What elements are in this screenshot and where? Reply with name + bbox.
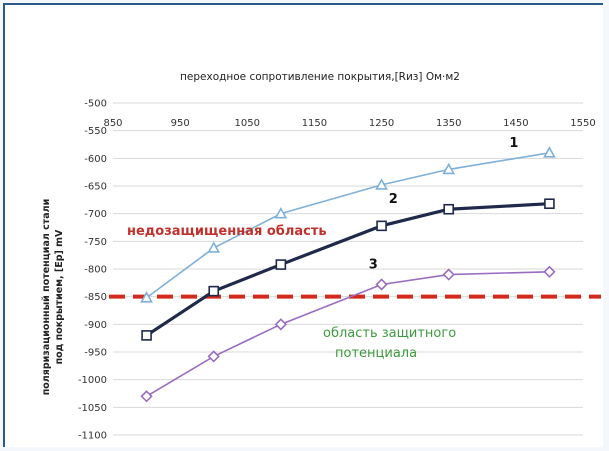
y-tick-label: -700: [84, 209, 107, 220]
chart-title: переходное сопротивление покрытия,[Rиз] …: [180, 71, 460, 83]
data-point: [375, 178, 388, 190]
series-label-1: 1: [509, 136, 518, 151]
x-tick-label: 950: [171, 118, 190, 129]
y-tick-label: -550: [84, 126, 107, 137]
series-line-1: [146, 152, 550, 299]
data-point: [140, 390, 153, 403]
y-axis-label-line1: поляризационный потенциал стали: [41, 199, 52, 396]
data-point: [207, 350, 220, 363]
data-point: [274, 207, 288, 219]
data-point: [442, 268, 455, 281]
data-point: [442, 162, 456, 175]
tick-labels: -500 -550 -600 -650 -700 -750 -800 -850 -900 -950…: [78, 99, 596, 442]
y-tick-label: -850: [84, 292, 107, 303]
data-point: [543, 265, 556, 278]
series-label-2: 2: [389, 192, 398, 207]
series-3: [140, 265, 556, 403]
annotation-protected-line1: область защитного: [323, 326, 456, 341]
data-point: [443, 203, 455, 215]
y-tick-label: -750: [84, 237, 107, 248]
x-tick-label: 1550: [570, 118, 595, 129]
x-tick-label: 850: [103, 118, 122, 129]
data-point: [275, 259, 287, 270]
series-layer: 1 2 3: [140, 136, 556, 403]
data-point: [141, 330, 152, 341]
y-tick-label: -900: [84, 320, 107, 331]
y-tick-label: -500: [84, 99, 107, 110]
data-point: [207, 241, 221, 253]
y-tick-label: -950: [84, 348, 107, 359]
chart-frame: переходное сопротивление покрытия,[Rиз] …: [3, 3, 603, 447]
data-point: [376, 220, 387, 232]
series-label-3: 3: [369, 258, 378, 273]
series-line-2: [145, 202, 550, 337]
x-tick-label: 1050: [235, 118, 260, 129]
y-tick-label: -1000: [78, 375, 107, 386]
y-tick-label: -1050: [78, 403, 107, 414]
data-point: [543, 146, 556, 158]
data-point: [375, 278, 388, 291]
data-point: [140, 291, 153, 303]
y-tick-label: -1100: [78, 431, 107, 442]
line-chart: переходное сопротивление покрытия,[Rиз] …: [41, 71, 601, 442]
x-tick-label: 1450: [503, 118, 528, 129]
y-tick-label: -600: [84, 154, 107, 165]
annotation-protected-line2: потенциала: [335, 346, 417, 361]
data-point: [544, 198, 555, 210]
grid: [113, 102, 583, 436]
data-point: [274, 318, 287, 331]
series-line-3: [146, 270, 550, 397]
y-tick-label: -800: [84, 265, 107, 276]
x-tick-label: 1250: [369, 118, 394, 129]
x-tick-label: 1150: [302, 118, 327, 129]
series-1: [140, 146, 556, 303]
annotation-under-protected: недозащищенная область: [127, 224, 327, 239]
y-tick-label: -650: [84, 182, 107, 193]
data-point: [208, 285, 220, 297]
series-2: [141, 198, 555, 341]
y-axis-label-line2: под покрытием, [Ep] mV: [54, 229, 65, 364]
x-tick-label: 1350: [436, 118, 461, 129]
